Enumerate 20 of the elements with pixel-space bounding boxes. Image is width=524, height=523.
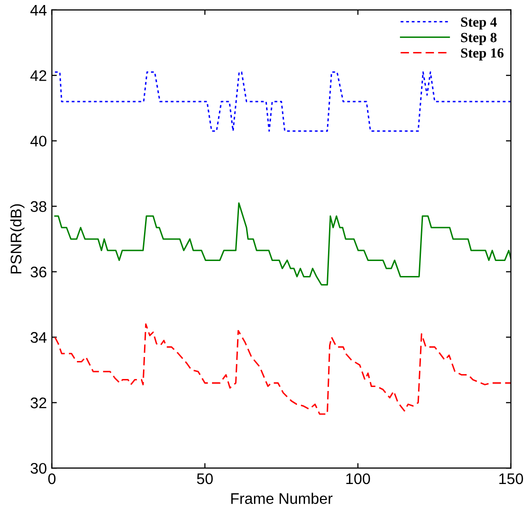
y-tick-label: 44 [30, 4, 47, 16]
y-axis-title: PSNR(dB) [10, 204, 24, 274]
y-tick-label: 40 [30, 136, 46, 147]
y-tick-label: 34 [30, 332, 47, 343]
y-tick-label: 30 [30, 462, 46, 474]
y-tick-label: 36 [30, 266, 46, 278]
y-tick-label: 38 [30, 201, 46, 212]
legend-label: Step 16 [461, 48, 504, 60]
x-axis-title: Frame Number [231, 492, 332, 504]
x-tick-label: 100 [346, 473, 370, 484]
x-tick-label: 150 [499, 473, 524, 484]
legend-label: Step 8 [461, 32, 497, 46]
x-tick-label: 50 [197, 473, 213, 484]
line-series [54, 202, 511, 286]
line-series [54, 323, 511, 415]
y-tick-label: 32 [30, 398, 46, 408]
line-series [54, 71, 511, 132]
x-tick-label: 0 [48, 473, 56, 484]
legend-label: Step 4 [461, 17, 497, 30]
y-tick-label: 42 [30, 70, 46, 81]
